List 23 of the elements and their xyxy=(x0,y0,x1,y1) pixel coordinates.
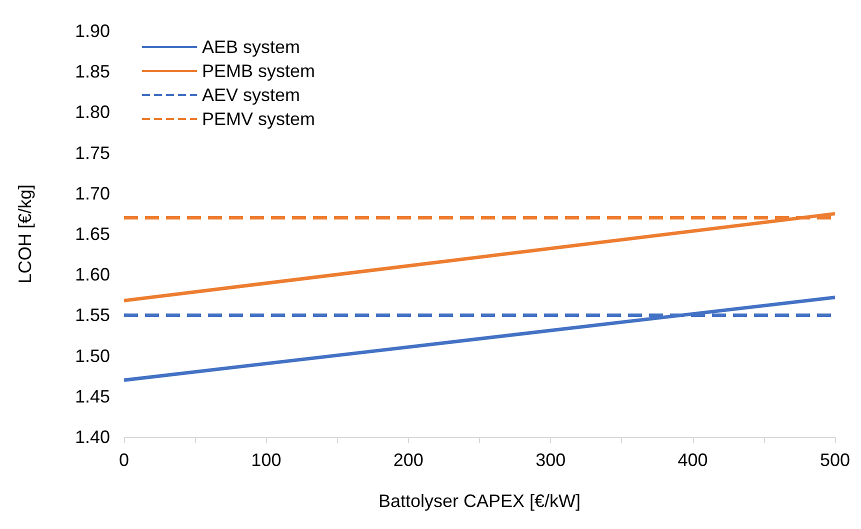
y-tick-label: 1.60 xyxy=(74,264,110,285)
x-tick-label: 100 xyxy=(251,450,282,470)
legend-label: PEMV system xyxy=(202,109,316,129)
y-tick-label: 1.55 xyxy=(74,305,110,326)
x-tick-label: 300 xyxy=(536,450,566,470)
y-tick-label: 1.80 xyxy=(74,102,110,122)
legend-label: AEB system xyxy=(202,37,300,57)
y-tick-label: 1.90 xyxy=(74,21,110,41)
y-tick-label: 1.85 xyxy=(74,62,110,82)
y-tick-label: 1.70 xyxy=(74,183,110,204)
y-axis-title: LCOH [€/kg] xyxy=(15,184,35,284)
legend-label: AEV system xyxy=(202,85,300,105)
x-axis-title: Battolyser CAPEX [€/kW] xyxy=(378,491,581,511)
x-tick-label: 400 xyxy=(678,450,708,470)
x-tick-label: 200 xyxy=(393,450,424,470)
y-tick-label: 1.50 xyxy=(74,346,110,366)
y-tick-label: 1.75 xyxy=(74,142,110,163)
y-tick-label: 1.45 xyxy=(74,386,110,406)
y-tick-label: 1.65 xyxy=(74,224,110,244)
y-tick-label: 1.40 xyxy=(74,427,110,447)
legend-label: PEMB system xyxy=(202,61,316,81)
x-tick-label: 0 xyxy=(118,450,130,470)
x-tick-label: 500 xyxy=(820,450,850,470)
